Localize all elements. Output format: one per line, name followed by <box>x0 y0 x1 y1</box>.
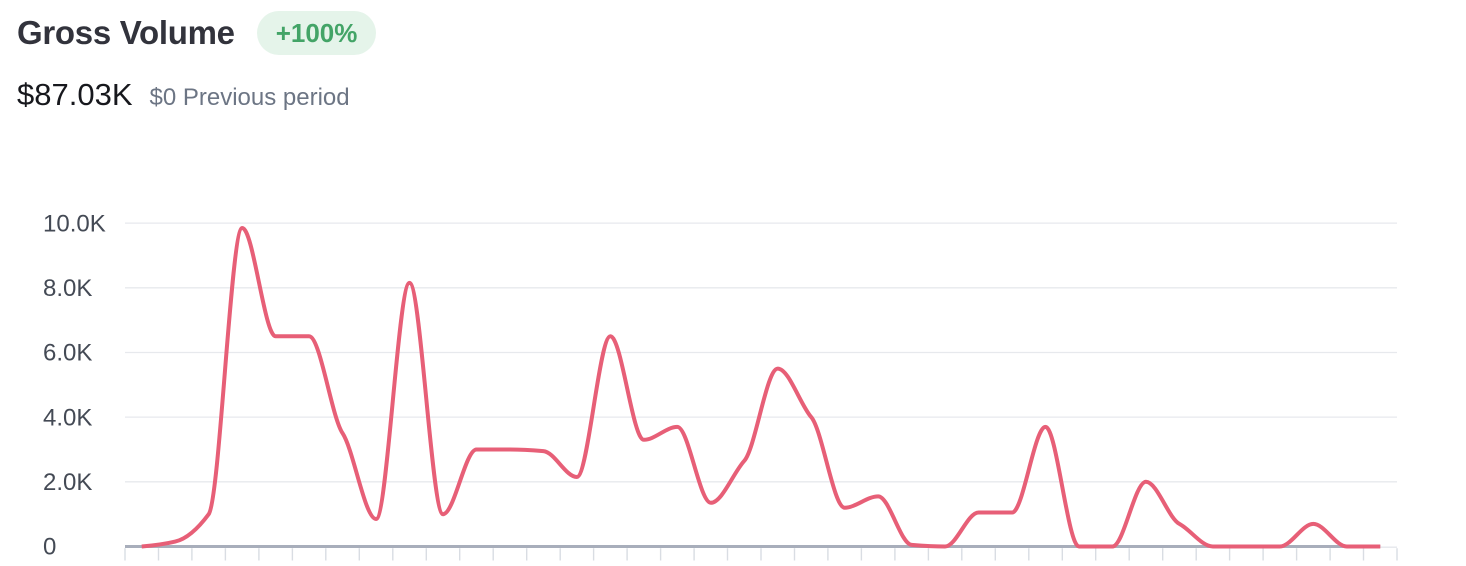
chart-title: Gross Volume <box>17 14 235 51</box>
y-axis-label: 10.0K <box>43 210 106 237</box>
y-axis-label: 4.0K <box>43 404 92 431</box>
y-axis-label: 6.0K <box>43 340 92 367</box>
previous-period-label: $0 Previous period <box>149 84 350 111</box>
current-total-value: $87.03K <box>17 77 133 112</box>
growth-badge: +100% <box>256 11 377 55</box>
amount-row: $87.03K $0 Previous period <box>17 77 350 113</box>
y-axis-label: 0 <box>43 534 56 561</box>
volume-line <box>141 226 1381 549</box>
y-axis-label: 8.0K <box>43 275 92 302</box>
chart-header: Gross Volume +100% <box>17 11 377 55</box>
y-axis-label: 2.0K <box>43 469 92 496</box>
